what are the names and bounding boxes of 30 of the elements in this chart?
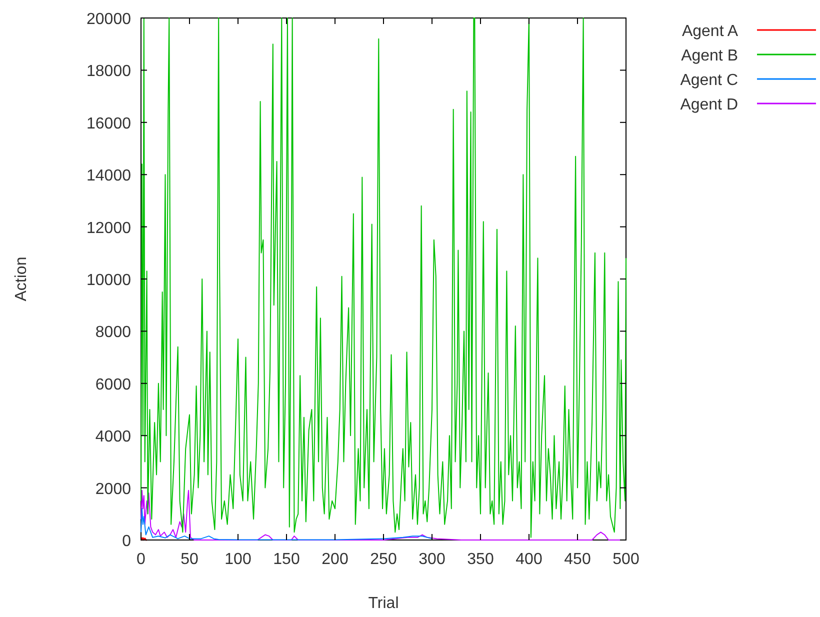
x-tick-label: 0 — [136, 551, 146, 568]
y-tick-label: 8000 — [95, 324, 132, 342]
y-tick-label: 4000 — [95, 428, 132, 446]
x-tick-label: 150 — [273, 551, 300, 568]
y-tick-label: 2000 — [95, 480, 132, 498]
y-tick-label: 12000 — [86, 220, 132, 237]
legend-label: Agent A — [682, 23, 738, 40]
y-tick-label: 18000 — [86, 63, 132, 80]
legend-label: Agent B — [681, 48, 738, 64]
y-tick-label: 20000 — [86, 11, 132, 28]
x-tick-label: 500 — [612, 551, 640, 568]
x-tick-label: 100 — [224, 551, 252, 568]
y-tick-label: 14000 — [86, 168, 132, 185]
legend-label: Agent D — [680, 96, 738, 114]
y-axis-title: Action — [13, 256, 30, 302]
x-tick-label: 200 — [322, 551, 348, 568]
x-tick-label: 250 — [370, 551, 397, 568]
line-series — [140, 18, 626, 538]
y-tick-label: 16000 — [86, 115, 132, 132]
x-axis-title: Trial — [368, 595, 399, 612]
x-tick-label: 50 — [180, 551, 198, 568]
y-tick-label: 10000 — [86, 272, 132, 289]
x-tick-label: 450 — [564, 551, 591, 568]
legend-label: Agent C — [680, 72, 738, 89]
y-tick-label: 6000 — [95, 376, 132, 394]
x-tick-label: 300 — [418, 551, 446, 568]
x-tick-label: 350 — [467, 551, 494, 568]
y-tick-label: 0 — [122, 533, 132, 550]
x-tick-label: 400 — [516, 551, 542, 568]
line-series — [140, 508, 432, 540]
